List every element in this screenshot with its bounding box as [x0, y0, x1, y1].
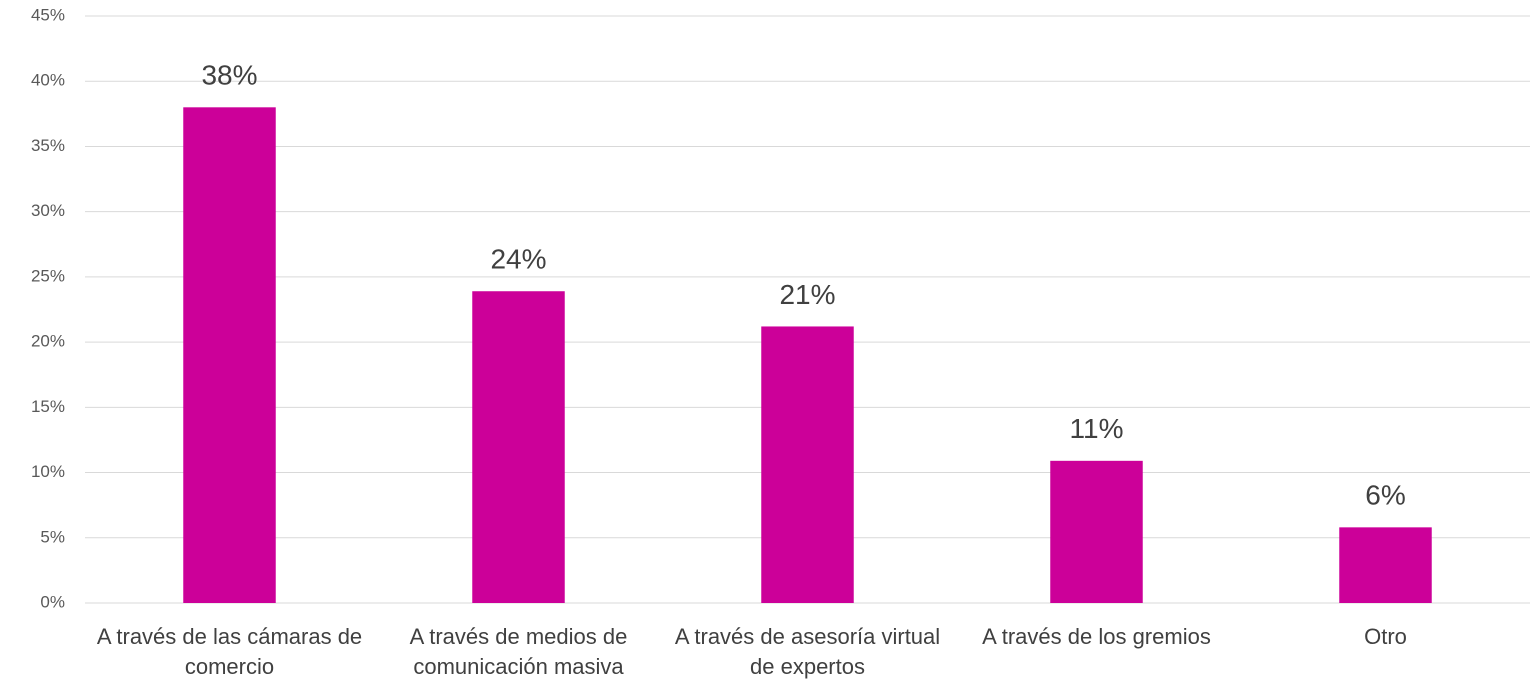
data-label: 21% — [779, 279, 835, 310]
y-tick-label: 10% — [31, 462, 65, 481]
y-tick-label: 45% — [31, 5, 65, 24]
bar — [761, 326, 854, 603]
bar — [183, 107, 276, 604]
y-tick-label: 40% — [31, 71, 65, 90]
y-tick-label: 35% — [31, 136, 65, 155]
bar — [1339, 527, 1432, 603]
data-label: 38% — [201, 60, 257, 91]
y-tick-label: 5% — [40, 527, 65, 546]
x-tick-label: A través de asesoría virtual de expertos — [674, 624, 941, 679]
y-tick-label: 15% — [31, 397, 65, 416]
bar — [472, 291, 565, 603]
y-tick-label: 25% — [31, 266, 65, 285]
y-tick-label: 30% — [31, 201, 65, 220]
data-label: 24% — [490, 244, 546, 275]
y-tick-label: 20% — [31, 332, 65, 351]
x-tick-label: A través de medios de comunicación masiv… — [409, 624, 628, 679]
x-tick-label: Otro — [1364, 624, 1407, 649]
data-label: 11% — [1070, 413, 1124, 444]
x-tick-label: A través de las cámaras de comercio — [96, 624, 363, 679]
bar — [1050, 460, 1143, 603]
x-tick-label: A través de los gremios — [982, 624, 1211, 649]
y-tick-label: 0% — [40, 592, 65, 611]
data-label: 6% — [1365, 480, 1405, 511]
